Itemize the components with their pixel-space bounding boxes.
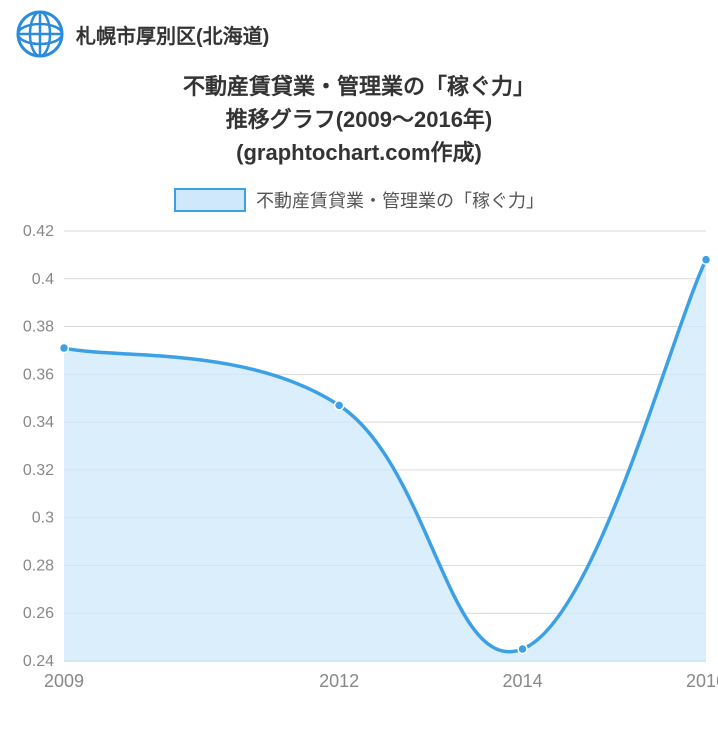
svg-text:0.26: 0.26: [23, 605, 54, 622]
svg-text:0.4: 0.4: [32, 271, 54, 288]
svg-text:0.24: 0.24: [23, 653, 54, 670]
svg-text:0.28: 0.28: [23, 557, 54, 574]
chart-title: 不動産賃貸業・管理業の「稼ぐ力」 推移グラフ(2009〜2016年) (grap…: [0, 70, 718, 169]
svg-text:0.3: 0.3: [32, 510, 54, 527]
title-line-2: 推移グラフ(2009〜2016年): [0, 103, 718, 136]
svg-text:0.38: 0.38: [23, 319, 54, 336]
svg-text:0.42: 0.42: [23, 223, 54, 240]
svg-text:2014: 2014: [503, 671, 543, 691]
svg-text:0.32: 0.32: [23, 462, 54, 479]
location-text: 札幌市厚別区(北海道): [76, 20, 269, 49]
area-chart: 0.24 0.26 0.28 0.3 0.32 0.34 0.36 0.38 0.4 0.42 20…: [0, 221, 718, 706]
svg-text:0.34: 0.34: [23, 414, 54, 431]
svg-text:2016: 2016: [686, 671, 718, 691]
title-line-1: 不動産賃貸業・管理業の「稼ぐ力」: [0, 70, 718, 103]
legend-swatch: [174, 188, 246, 212]
svg-text:2012: 2012: [319, 671, 359, 691]
legend: 不動産賃貸業・管理業の「稼ぐ力」: [0, 187, 718, 213]
title-line-3: (graphtochart.com作成): [0, 136, 718, 169]
globe-icon: [16, 10, 64, 58]
svg-text:0.36: 0.36: [23, 366, 54, 383]
legend-label: 不動産賃貸業・管理業の「稼ぐ力」: [256, 187, 544, 213]
svg-text:2009: 2009: [44, 671, 84, 691]
